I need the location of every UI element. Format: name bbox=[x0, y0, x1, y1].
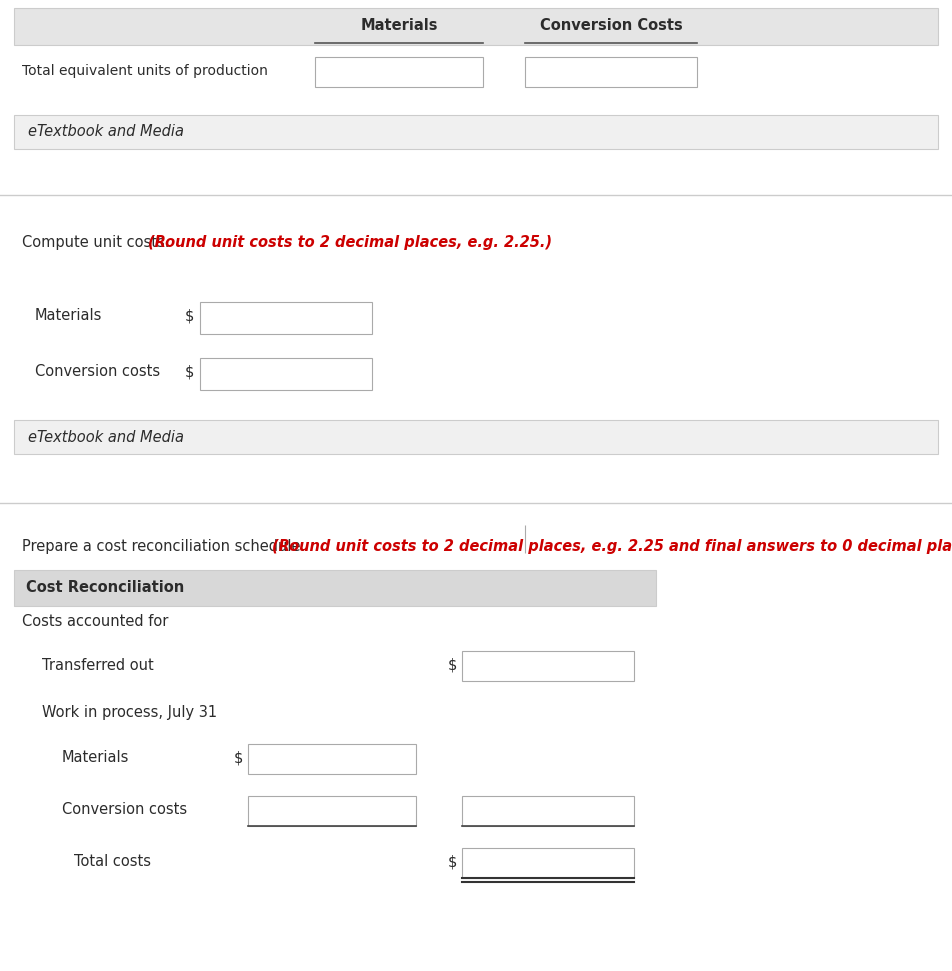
Bar bbox=[14, 8, 938, 45]
Bar bbox=[200, 358, 372, 390]
Text: $: $ bbox=[448, 854, 457, 869]
Text: Compute unit costs.: Compute unit costs. bbox=[22, 236, 169, 251]
Bar bbox=[462, 848, 634, 878]
Text: Materials: Materials bbox=[62, 751, 129, 765]
Bar bbox=[14, 420, 938, 454]
Text: Prepare a cost reconciliation schedule.: Prepare a cost reconciliation schedule. bbox=[22, 540, 306, 554]
Bar bbox=[248, 744, 416, 774]
Text: (Round unit costs to 2 decimal places, e.g. 2.25 and final answers to 0 decimal : (Round unit costs to 2 decimal places, e… bbox=[272, 540, 952, 554]
Text: Materials: Materials bbox=[360, 18, 438, 34]
Text: Materials: Materials bbox=[35, 309, 103, 323]
Text: (Round unit costs to 2 decimal places, e.g. 2.25.): (Round unit costs to 2 decimal places, e… bbox=[148, 236, 552, 251]
Text: Conversion costs: Conversion costs bbox=[62, 802, 188, 818]
Bar bbox=[14, 115, 938, 149]
Text: $: $ bbox=[185, 364, 194, 380]
Bar bbox=[525, 57, 697, 87]
Bar bbox=[315, 57, 483, 87]
Bar bbox=[462, 651, 634, 681]
Text: Conversion costs: Conversion costs bbox=[35, 364, 160, 380]
Text: eTextbook and Media: eTextbook and Media bbox=[28, 124, 184, 140]
Text: Total costs: Total costs bbox=[74, 854, 151, 869]
Text: Transferred out: Transferred out bbox=[42, 657, 154, 673]
Text: Total equivalent units of production: Total equivalent units of production bbox=[22, 64, 268, 78]
Text: $: $ bbox=[448, 657, 457, 673]
Text: Conversion Costs: Conversion Costs bbox=[540, 18, 683, 34]
Text: Cost Reconciliation: Cost Reconciliation bbox=[26, 581, 185, 595]
Bar bbox=[200, 302, 372, 334]
Bar bbox=[14, 570, 656, 606]
Text: Work in process, July 31: Work in process, July 31 bbox=[42, 705, 217, 720]
Text: eTextbook and Media: eTextbook and Media bbox=[28, 429, 184, 445]
Bar bbox=[462, 796, 634, 826]
Bar bbox=[248, 796, 416, 826]
Text: $: $ bbox=[185, 309, 194, 323]
Text: Costs accounted for: Costs accounted for bbox=[22, 615, 169, 629]
Text: $: $ bbox=[234, 751, 244, 765]
